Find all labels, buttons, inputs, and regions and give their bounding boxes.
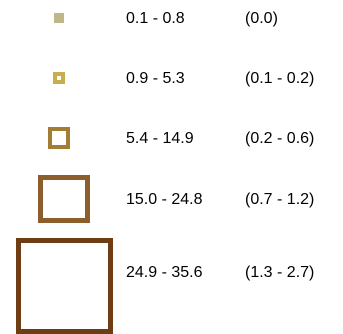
legend-item: 15.0 - 24.8 (0.7 - 1.2) — [0, 175, 343, 223]
legend-secondary-label: (1.3 - 2.7) — [245, 264, 315, 281]
legend-symbol-square — [38, 175, 90, 223]
legend-secondary-label: (0.7 - 1.2) — [245, 191, 315, 208]
legend-item: 24.9 - 35.6 (1.3 - 2.7) — [0, 238, 343, 334]
legend-secondary-label: (0.0) — [245, 10, 278, 27]
legend-range-label: 24.9 - 35.6 — [126, 264, 203, 281]
legend-symbol-square — [48, 127, 70, 149]
legend-range-label: 0.9 - 5.3 — [126, 70, 185, 87]
legend-range-label: 15.0 - 24.8 — [126, 191, 203, 208]
legend-item: 5.4 - 14.9 (0.2 - 0.6) — [0, 127, 343, 149]
legend-secondary-label: (0.1 - 0.2) — [245, 70, 315, 87]
legend-range-label: 5.4 - 14.9 — [126, 130, 194, 147]
legend-item: 0.9 - 5.3 (0.1 - 0.2) — [0, 71, 343, 87]
legend-symbol-square — [53, 72, 65, 84]
legend-symbol-square — [16, 238, 113, 334]
legend-secondary-label: (0.2 - 0.6) — [245, 130, 315, 147]
legend-range-label: 0.1 - 0.8 — [126, 10, 185, 27]
legend-item: 0.1 - 0.8 (0.0) — [0, 11, 343, 27]
legend-symbol-square — [54, 13, 64, 23]
